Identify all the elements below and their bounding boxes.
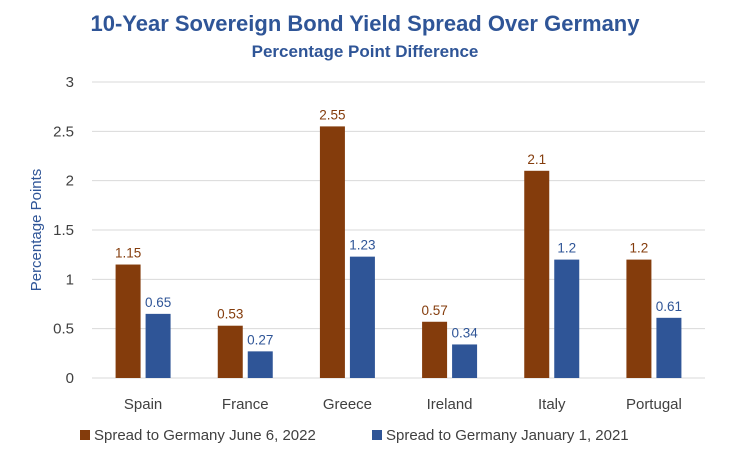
bars xyxy=(115,126,682,379)
bar-greece-series-1 xyxy=(319,126,345,379)
chart-subtitle: Percentage Point Difference xyxy=(252,42,479,61)
bar-spain-series-1 xyxy=(115,264,141,378)
x-tick-label: Spain xyxy=(124,396,162,413)
legend-label-june-2022: Spread to Germany June 6, 2022 xyxy=(94,427,316,444)
bar-portugal-series-2 xyxy=(656,317,682,378)
data-label-ireland-series-2: 0.34 xyxy=(451,325,478,340)
x-tick-label: Ireland xyxy=(427,396,473,413)
legend-label-jan-2021: Spread to Germany January 1, 2021 xyxy=(386,427,629,444)
bar-spain-series-2 xyxy=(145,313,171,378)
data-label-spain-series-1: 1.15 xyxy=(115,246,141,261)
legend: Spread to Germany June 6, 2022 Spread to… xyxy=(80,427,629,444)
y-axis-ticks: 0 0.5 1 1.5 2 2.5 3 xyxy=(53,74,74,387)
x-tick-label: Italy xyxy=(538,396,566,413)
bar-italy-series-1 xyxy=(524,170,550,378)
bar-greece-series-2 xyxy=(349,256,375,378)
y-tick-label: 3 xyxy=(66,74,74,91)
bar-portugal-series-1 xyxy=(626,259,652,378)
bar-italy-series-2 xyxy=(554,259,580,378)
bar-ireland-series-2 xyxy=(452,344,478,378)
data-label-greece-series-1: 2.55 xyxy=(319,107,345,122)
y-tick-label: 2 xyxy=(66,173,74,190)
legend-swatch-june-2022 xyxy=(80,430,90,440)
data-label-italy-series-2: 1.2 xyxy=(557,241,576,256)
y-tick-label: 2.5 xyxy=(53,123,74,140)
x-tick-label: Greece xyxy=(323,396,372,413)
bar-france-series-2 xyxy=(247,351,273,378)
y-tick-label: 0 xyxy=(66,370,74,387)
data-label-france-series-1: 0.53 xyxy=(217,307,243,322)
bar-ireland-series-1 xyxy=(422,321,448,378)
data-label-france-series-2: 0.27 xyxy=(247,332,273,347)
y-tick-label: 1.5 xyxy=(53,222,74,239)
y-tick-label: 1 xyxy=(66,271,74,288)
y-tick-label: 0.5 xyxy=(53,321,74,338)
chart-title: 10-Year Sovereign Bond Yield Spread Over… xyxy=(90,11,640,36)
x-axis-ticks: Spain France Greece Ireland Italy Portugal xyxy=(124,396,682,413)
data-label-portugal-series-2: 0.61 xyxy=(656,299,682,314)
data-label-spain-series-2: 0.65 xyxy=(145,295,171,310)
data-label-greece-series-2: 1.23 xyxy=(349,238,375,253)
gridlines xyxy=(92,81,705,379)
data-label-portugal-series-1: 1.2 xyxy=(630,241,649,256)
legend-swatch-jan-2021 xyxy=(372,430,382,440)
data-label-ireland-series-1: 0.57 xyxy=(421,303,447,318)
data-label-italy-series-1: 2.1 xyxy=(527,152,546,167)
bar-france-series-1 xyxy=(217,325,243,378)
x-tick-label: France xyxy=(222,396,269,413)
data-labels: 1.15 0.65 0.53 0.27 2.55 1.23 0.57 0.34 2.1 1.2 1.… xyxy=(115,107,682,347)
x-tick-label: Portugal xyxy=(626,396,682,413)
y-axis-label: Percentage Points xyxy=(28,169,45,292)
